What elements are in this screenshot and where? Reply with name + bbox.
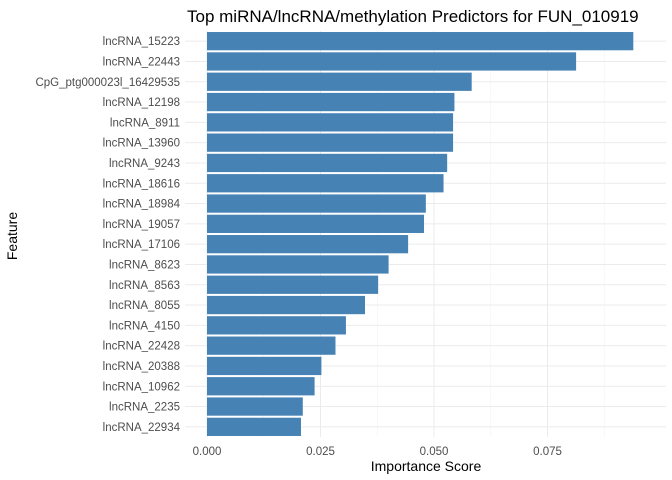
x-tick-label: 0.025 <box>306 446 335 458</box>
y-tick-label: lncRNA_8563 <box>109 280 180 292</box>
bar-lncRNA_8563 <box>207 275 379 294</box>
bar-lncRNA_19057 <box>207 214 425 233</box>
bar-lncRNA_20388 <box>207 356 322 376</box>
bar-lncRNA_12198 <box>207 92 455 112</box>
y-tick-label: lncRNA_22443 <box>103 56 180 68</box>
bar-lncRNA_22443 <box>207 52 577 71</box>
y-tick-label: lncRNA_19057 <box>103 219 180 231</box>
y-tick-label: lncRNA_18616 <box>103 178 180 190</box>
bar-lncRNA_2235 <box>207 397 303 416</box>
y-tick-label: CpG_ptg000023l_16429535 <box>35 77 180 89</box>
y-tick-labels: lncRNA_15223 lncRNA_22443 CpG_ptg000023l_1… <box>35 36 180 434</box>
y-tick-label: lncRNA_20388 <box>103 361 180 373</box>
bar-lncRNA_18984 <box>207 194 426 213</box>
bar-lncRNA_22934 <box>207 417 301 436</box>
bar-lncRNA_15223 <box>207 32 634 51</box>
y-tick-label: lncRNA_15223 <box>103 36 180 48</box>
y-axis-title: Feature <box>4 212 20 260</box>
x-tick-label: 0.075 <box>533 446 562 458</box>
y-tick-label: lncRNA_18984 <box>103 199 181 211</box>
bar-lncRNA_8623 <box>207 255 389 274</box>
x-tick-labels: 0.000 0.025 0.050 0.075 <box>193 446 562 458</box>
chart-title: Top miRNA/lncRNA/methylation Predictors … <box>187 7 639 26</box>
y-tick-label: lncRNA_22428 <box>103 341 180 353</box>
y-tick-label: lncRNA_4150 <box>109 320 180 332</box>
x-tick-label: 0.050 <box>420 446 449 458</box>
bar-lncRNA_18616 <box>207 174 444 193</box>
y-tick-label: lncRNA_10962 <box>103 381 180 393</box>
y-tick-label: lncRNA_2235 <box>109 402 180 414</box>
y-tick-label: lncRNA_8911 <box>110 117 180 129</box>
y-tick-label: lncRNA_12198 <box>103 97 180 109</box>
y-tick-label: lncRNA_17106 <box>103 239 180 251</box>
y-tick-label: lncRNA_9243 <box>109 158 180 170</box>
bar-lncRNA_22428 <box>207 336 336 355</box>
y-tick-label: lncRNA_22934 <box>103 422 181 434</box>
grid-lines <box>185 31 666 437</box>
bar-CpG_ptg000023l_16429535 <box>207 72 472 91</box>
bar-lncRNA_4150 <box>207 316 346 335</box>
x-axis-title: Importance Score <box>371 458 482 474</box>
y-tick-label: lncRNA_8623 <box>109 259 180 271</box>
y-tick-label: lncRNA_8055 <box>109 300 180 312</box>
bar-lncRNA_13960 <box>207 133 454 152</box>
x-tick-label: 0.000 <box>193 446 222 458</box>
bars <box>207 32 634 436</box>
y-tick-label: lncRNA_13960 <box>103 138 180 150</box>
bar-lncRNA_8911 <box>207 113 454 132</box>
bar-lncRNA_8055 <box>207 295 365 315</box>
bar-lncRNA_17106 <box>207 235 409 254</box>
bar-lncRNA_9243 <box>207 153 448 173</box>
bar-lncRNA_10962 <box>207 377 315 396</box>
